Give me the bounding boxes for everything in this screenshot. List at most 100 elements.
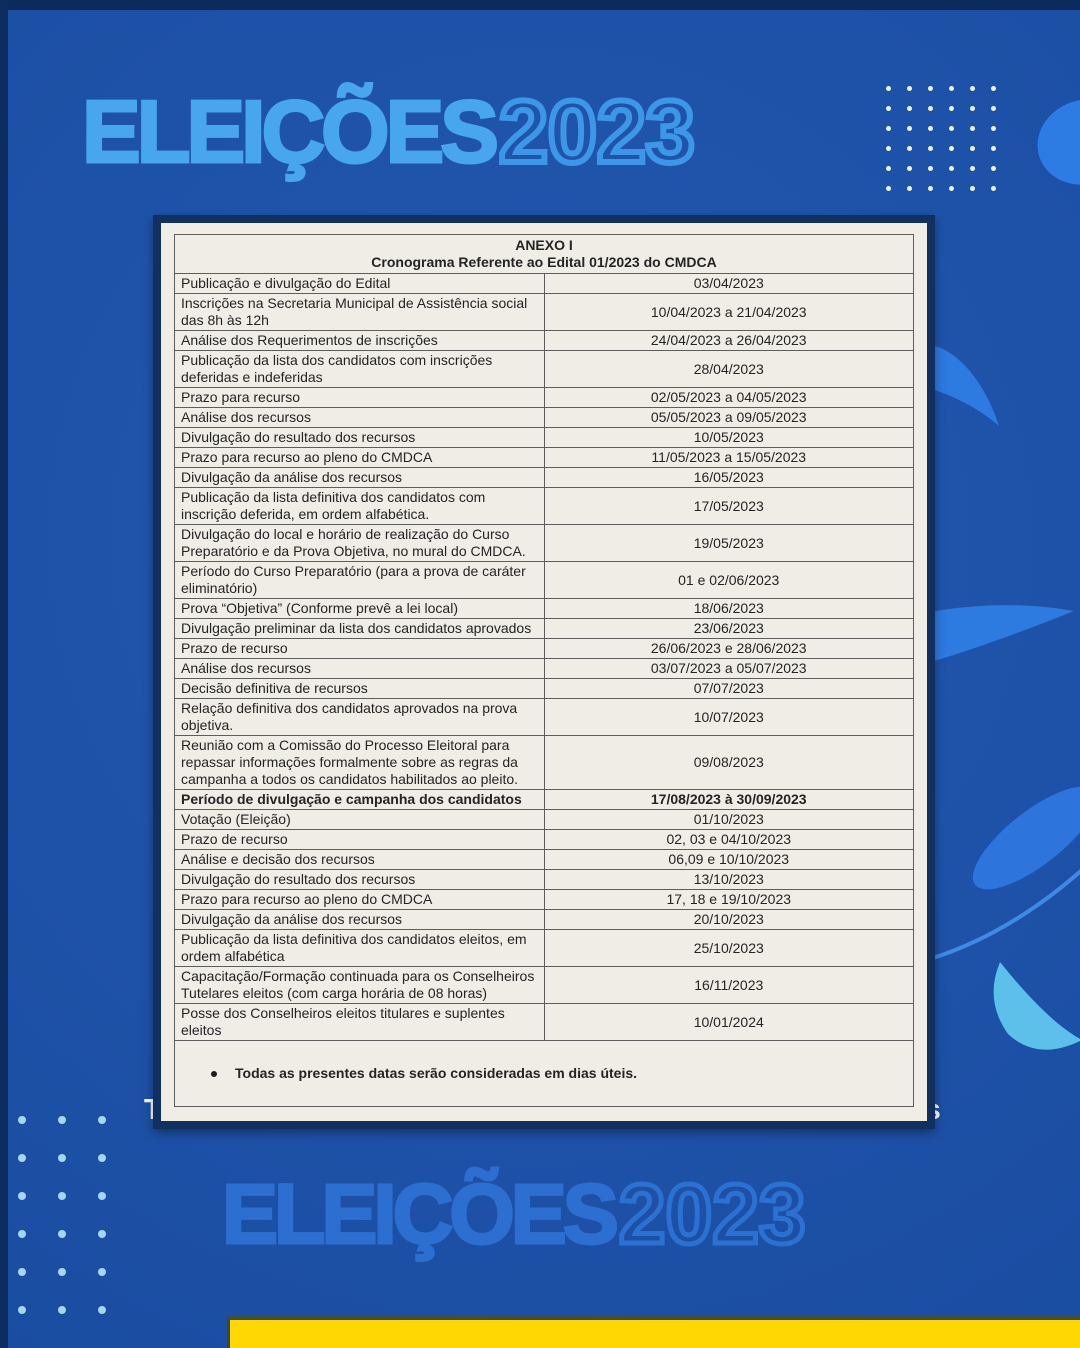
decorative-dot (98, 1268, 106, 1276)
date-cell: 09/08/2023 (543, 735, 914, 790)
dot-grid-bottom-left (18, 1116, 138, 1344)
activity-cell: Relação definitiva dos candidatos aprova… (174, 698, 545, 736)
date-cell: 02/05/2023 a 04/05/2023 (543, 387, 914, 408)
date-cell: 10/07/2023 (543, 698, 914, 736)
leaf-decor-group (911, 346, 1080, 1050)
date-cell: 20/10/2023 (543, 909, 914, 930)
date-cell: 06,09 e 10/10/2023 (543, 849, 914, 870)
decorative-dot (928, 166, 933, 171)
date-cell: 05/05/2023 a 09/05/2023 (543, 407, 914, 428)
headline-word: ELEIÇÕES (81, 82, 501, 181)
table-row: Publicação da lista definitiva dos candi… (174, 487, 914, 525)
table-row: Divulgação do local e horário de realiza… (174, 524, 914, 562)
schedule-document: ANEXO I Cronograma Referente ao Edital 0… (153, 215, 935, 1129)
activity-cell: Capacitação/Formação continuada para os … (174, 966, 545, 1004)
top-frame-edge (0, 0, 1080, 10)
watermark-year-outline: 2023 (616, 1167, 808, 1261)
date-cell: 17/05/2023 (543, 487, 914, 525)
footnote-row: Todas as presentes datas serão considera… (174, 1040, 914, 1107)
activity-cell: Período de divulgação e campanha dos can… (174, 789, 545, 810)
date-cell: 16/11/2023 (543, 966, 914, 1004)
decorative-dot (991, 146, 996, 151)
decorative-dot (928, 146, 933, 151)
decorative-dot (970, 126, 975, 131)
table-row: Período de divulgação e campanha dos can… (174, 789, 914, 810)
decorative-dot (970, 146, 975, 151)
decorative-dot (18, 1192, 26, 1200)
decorative-dot (949, 186, 954, 191)
table-row: Publicação e divulgação do Edital 03/04/2… (174, 273, 914, 294)
table-row: Reunião com a Comissão do Processo Eleit… (174, 735, 914, 790)
table-row: Análise dos recursos 03/07/2023 a 05/07/2… (174, 658, 914, 679)
footnote-cell: Todas as presentes datas serão considera… (174, 1040, 914, 1107)
date-cell: 25/10/2023 (543, 929, 914, 967)
table-row: Relação definitiva dos candidatos aprova… (174, 698, 914, 736)
table-row: Inscrições na Secretaria Municipal de As… (174, 293, 914, 331)
decorative-dot (970, 166, 975, 171)
date-cell: 18/06/2023 (543, 598, 914, 619)
decorative-dot (928, 86, 933, 91)
decorative-dot (907, 126, 912, 131)
watermark-word: ELEIÇÕES (221, 1167, 621, 1261)
date-cell: 10/01/2024 (543, 1003, 914, 1041)
activity-cell: Período do Curso Preparatório (para a pr… (174, 561, 545, 599)
decorative-dot (970, 186, 975, 191)
decorative-dot (886, 126, 891, 131)
date-cell: 10/04/2023 a 21/04/2023 (543, 293, 914, 331)
table-row: Prazo de recurso 26/06/2023 e 28/06/2023 (174, 638, 914, 659)
decorative-dot (949, 86, 954, 91)
activity-cell: Inscrições na Secretaria Municipal de As… (174, 293, 545, 331)
headline: ELEIÇÕES2023 (81, 85, 698, 179)
activity-cell: Prazo de recurso (174, 829, 545, 850)
table-row: Votação (Eleição) 01/10/2023 (174, 809, 914, 830)
schedule-title: Cronograma Referente ao Edital 01/2023 d… (371, 254, 717, 270)
date-cell: 01/10/2023 (543, 809, 914, 830)
activity-cell: Análise dos recursos (174, 658, 545, 679)
table-header-row: ANEXO I Cronograma Referente ao Edital 0… (174, 234, 914, 274)
activity-cell: Prova “Objetiva” (Conforme prevê a lei l… (174, 598, 545, 619)
activity-cell: Divulgação preliminar da lista dos candi… (174, 618, 545, 639)
headline-year-outline: 2023 (496, 82, 698, 181)
table-row: Prazo para recurso ao pleno do CMDCA 17, … (174, 889, 914, 910)
decorative-dot (991, 126, 996, 131)
annex-title: ANEXO I (515, 237, 573, 253)
decorative-dot (907, 106, 912, 111)
decorative-dot (907, 86, 912, 91)
date-cell: 03/04/2023 (543, 273, 914, 294)
decorative-dot (886, 166, 891, 171)
decorative-dot (18, 1154, 26, 1162)
table-row: Divulgação do resultado dos recursos 13/1… (174, 869, 914, 890)
table-row: Prazo para recurso ao pleno do CMDCA 11/0… (174, 447, 914, 468)
decorative-dot (949, 126, 954, 131)
decorative-dot (991, 186, 996, 191)
decorative-dot (949, 146, 954, 151)
activity-cell: Divulgação do resultado dos recursos (174, 869, 545, 890)
decorative-dot (18, 1268, 26, 1276)
table-row: Capacitação/Formação continuada para os … (174, 966, 914, 1004)
date-cell: 24/04/2023 a 26/04/2023 (543, 330, 914, 351)
table-row: Divulgação da análise dos recursos 20/10/… (174, 909, 914, 930)
decorative-dot (58, 1230, 66, 1238)
left-frame-edge (0, 0, 8, 1348)
decorative-dot (907, 146, 912, 151)
decorative-dot (970, 86, 975, 91)
watermark: ELEIÇÕES2023 (221, 1170, 809, 1259)
activity-cell: Prazo para recurso (174, 387, 545, 408)
decorative-dot (949, 166, 954, 171)
decorative-dot (18, 1306, 26, 1314)
decorative-dot (886, 106, 891, 111)
petal-shape-1 (935, 346, 999, 426)
activity-cell: Divulgação do resultado dos recursos (174, 427, 545, 448)
activity-cell: Decisão definitiva de recursos (174, 678, 545, 699)
document-paper: ANEXO I Cronograma Referente ao Edital 0… (161, 223, 927, 1121)
date-cell: 07/07/2023 (543, 678, 914, 699)
date-cell: 11/05/2023 a 15/05/2023 (543, 447, 914, 468)
activity-cell: Publicação da lista definitiva dos candi… (174, 929, 545, 967)
decorative-dot (928, 106, 933, 111)
activity-cell: Posse dos Conselheiros eleitos titulares… (174, 1003, 545, 1041)
decorative-dot (907, 186, 912, 191)
activity-cell: Publicação da lista dos candidatos com i… (174, 350, 545, 388)
date-cell: 02, 03 e 04/10/2023 (543, 829, 914, 850)
date-cell: 16/05/2023 (543, 467, 914, 488)
